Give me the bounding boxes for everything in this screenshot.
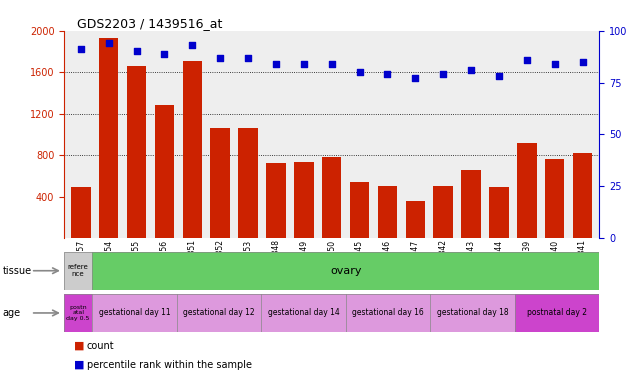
- Point: [299, 61, 309, 67]
- Point: [215, 55, 226, 61]
- Bar: [266, 164, 286, 238]
- Point: [131, 48, 142, 55]
- Text: ■: ■: [74, 341, 84, 351]
- Text: age: age: [3, 308, 21, 318]
- Bar: [489, 187, 509, 238]
- Text: postn
atal
day 0.5: postn atal day 0.5: [67, 305, 90, 321]
- Text: percentile rank within the sample: percentile rank within the sample: [87, 360, 251, 370]
- Point: [354, 69, 365, 75]
- Bar: [517, 143, 537, 238]
- Text: refere
nce: refere nce: [68, 264, 88, 277]
- Point: [438, 71, 448, 77]
- Text: gestational day 14: gestational day 14: [268, 308, 340, 318]
- Bar: [406, 201, 425, 238]
- Point: [271, 61, 281, 67]
- Bar: [71, 187, 90, 238]
- Bar: [64, 294, 92, 332]
- Bar: [345, 294, 430, 332]
- Bar: [99, 38, 119, 238]
- Point: [494, 73, 504, 79]
- Point: [466, 67, 476, 73]
- Text: gestational day 12: gestational day 12: [183, 308, 255, 318]
- Text: ■: ■: [74, 360, 84, 370]
- Point: [104, 40, 114, 46]
- Text: gestational day 11: gestational day 11: [99, 308, 171, 318]
- Text: count: count: [87, 341, 114, 351]
- Bar: [177, 294, 262, 332]
- Bar: [378, 186, 397, 238]
- Bar: [127, 66, 146, 238]
- Point: [187, 42, 197, 48]
- Point: [160, 50, 170, 56]
- Bar: [183, 61, 202, 238]
- Text: postnatal day 2: postnatal day 2: [527, 308, 587, 318]
- Bar: [154, 105, 174, 238]
- Bar: [64, 252, 92, 290]
- Bar: [238, 128, 258, 238]
- Bar: [545, 159, 565, 238]
- Point: [382, 71, 392, 77]
- Bar: [350, 182, 369, 238]
- Text: ovary: ovary: [330, 266, 362, 276]
- Bar: [573, 153, 592, 238]
- Text: GDS2203 / 1439516_at: GDS2203 / 1439516_at: [77, 17, 222, 30]
- Point: [578, 59, 588, 65]
- Bar: [322, 157, 342, 238]
- Point: [522, 57, 532, 63]
- Point: [410, 75, 420, 81]
- Bar: [262, 294, 345, 332]
- Point: [326, 61, 337, 67]
- Point: [549, 61, 560, 67]
- Bar: [462, 170, 481, 238]
- Point: [76, 46, 86, 53]
- Bar: [515, 294, 599, 332]
- Bar: [92, 294, 177, 332]
- Bar: [433, 186, 453, 238]
- Text: gestational day 18: gestational day 18: [437, 308, 508, 318]
- Text: tissue: tissue: [3, 266, 31, 276]
- Point: [243, 55, 253, 61]
- Bar: [430, 294, 515, 332]
- Bar: [294, 162, 313, 238]
- Bar: [210, 128, 230, 238]
- Text: gestational day 16: gestational day 16: [352, 308, 424, 318]
